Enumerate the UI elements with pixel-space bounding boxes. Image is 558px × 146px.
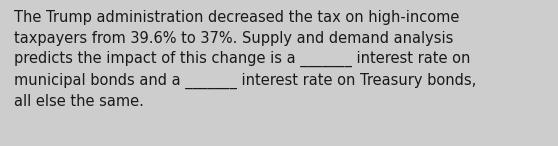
- Text: The Trump administration decreased the tax on high-income
taxpayers from 39.6% t: The Trump administration decreased the t…: [14, 10, 476, 109]
